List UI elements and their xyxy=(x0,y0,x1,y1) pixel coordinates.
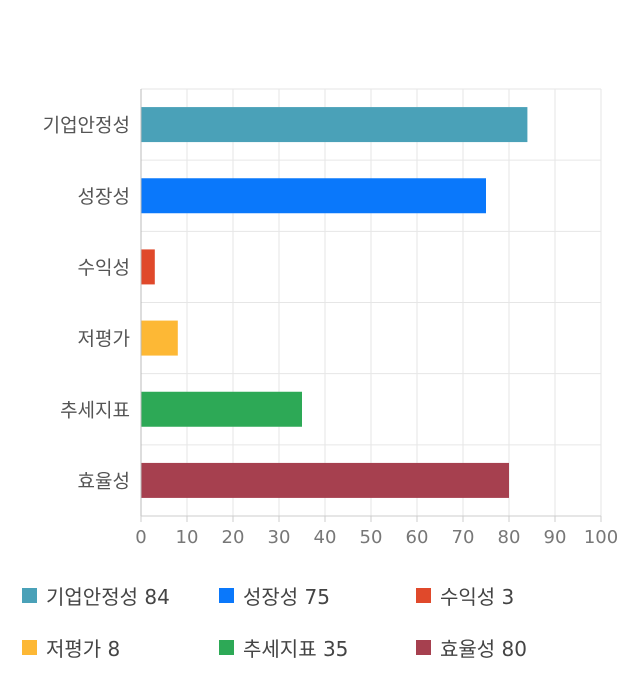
x-tick-label: 20 xyxy=(222,527,245,548)
legend-swatch xyxy=(22,587,37,603)
category-label: 추세지표 xyxy=(60,399,130,421)
x-tick-label: 50 xyxy=(360,527,383,548)
bar xyxy=(141,391,302,427)
legend-swatch xyxy=(219,587,234,603)
x-tick-label: 60 xyxy=(406,527,429,548)
legend-item[interactable]: 추세지표 35 xyxy=(219,632,416,662)
x-tick-label: 10 xyxy=(176,527,199,548)
legend-item[interactable]: 효율성 80 xyxy=(416,632,616,662)
legend-swatch xyxy=(416,639,431,655)
x-tick-label: 80 xyxy=(498,527,521,548)
category-label: 성장성 xyxy=(78,186,130,208)
legend-item[interactable]: 기업안정성 84 xyxy=(22,580,219,610)
legend-label: 저평가 8 xyxy=(46,636,121,661)
legend-swatch xyxy=(219,639,234,655)
x-tick-label: 0 xyxy=(135,527,146,548)
legend-item[interactable]: 수익성 3 xyxy=(416,580,616,610)
legend-label: 효율성 80 xyxy=(440,636,528,661)
category-label: 수익성 xyxy=(78,257,130,279)
legend-swatch xyxy=(416,587,431,603)
legend-label: 수익성 3 xyxy=(440,584,515,609)
legend-label: 추세지표 35 xyxy=(243,636,349,661)
bar xyxy=(141,178,486,214)
legend-swatch xyxy=(22,639,37,655)
bar xyxy=(141,107,528,143)
bar xyxy=(141,249,155,285)
category-label: 효율성 xyxy=(78,470,130,492)
x-tick-label: 40 xyxy=(314,527,337,548)
category-label: 기업안정성 xyxy=(43,115,130,137)
bars xyxy=(141,107,528,498)
legend: 기업안정성 84 성장성 75 수익성 3 저평가 8 추세지표 35 효율성 … xyxy=(22,580,622,662)
x-tick-label: 100 xyxy=(584,527,618,548)
legend-item[interactable]: 성장성 75 xyxy=(219,580,416,610)
x-tick-labels: 0 10 20 30 40 50 60 70 80 90 100 xyxy=(135,527,618,548)
legend-label: 기업안정성 84 xyxy=(46,584,170,609)
grid-lines xyxy=(141,88,602,517)
legend-label: 성장성 75 xyxy=(243,584,331,609)
x-tick-label: 30 xyxy=(268,527,291,548)
legend-item[interactable]: 저평가 8 xyxy=(22,632,219,662)
bar xyxy=(141,462,509,498)
bar xyxy=(141,320,178,356)
axes xyxy=(140,89,602,522)
x-tick-label: 70 xyxy=(452,527,475,548)
x-tick-label: 90 xyxy=(544,527,567,548)
category-label: 저평가 xyxy=(78,328,130,350)
